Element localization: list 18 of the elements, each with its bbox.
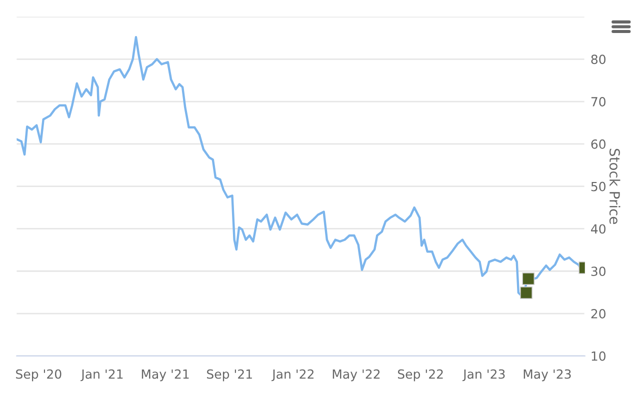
x-tick-label: May '23 [524, 369, 571, 382]
y-tick-label: 20 [591, 308, 606, 318]
x-tick-label: Sep '21 [207, 369, 252, 382]
y-tick-label: 60 [591, 139, 606, 149]
x-tick-label: Jan '22 [272, 369, 314, 382]
y-tick-label: 50 [591, 182, 606, 192]
y-tick-label: 30 [591, 266, 606, 276]
x-tick-label: Sep '20 [16, 369, 62, 382]
y-tick-label: 80 [591, 54, 606, 64]
x-tick-label: Jan '23 [462, 369, 505, 382]
x-tick-label: Sep '22 [398, 369, 443, 382]
x-tick-label: May '21 [142, 369, 189, 382]
y-tick-label: 40 [591, 224, 606, 234]
y-tick-label: 10 [592, 351, 606, 361]
x-tick-label: May '22 [332, 369, 380, 382]
y-tick-label: 70 [591, 97, 606, 106]
y-axis-title: Stock Price [609, 148, 620, 224]
x-tick-label: Jan '21 [80, 369, 123, 382]
